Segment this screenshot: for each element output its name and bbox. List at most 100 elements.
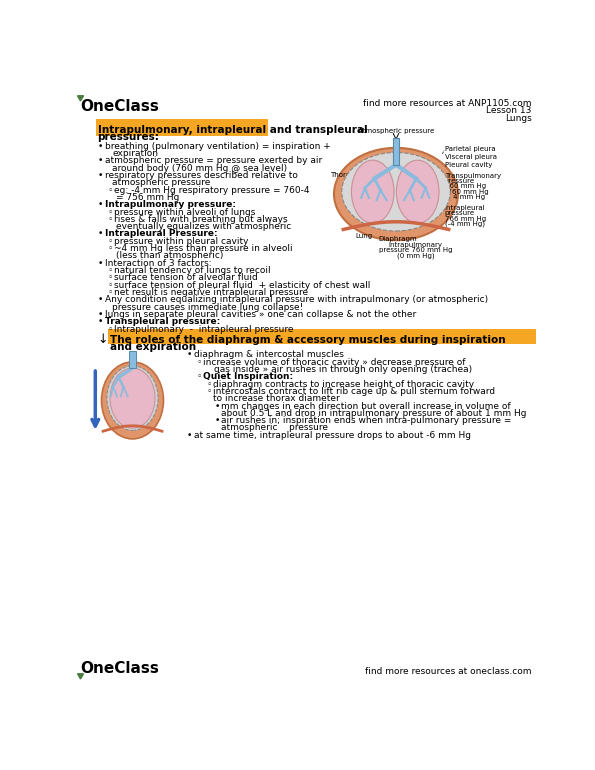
Ellipse shape [396,160,439,223]
Text: expiration: expiration [112,149,158,158]
Text: ◦: ◦ [108,207,113,216]
Text: Transpleural pressure:: Transpleural pressure: [105,317,221,326]
Text: at same time, intrapleural pressure drops to about -6 mm Hg: at same time, intrapleural pressure drop… [195,430,471,440]
Text: (less than atmospheric): (less than atmospheric) [116,251,224,260]
Bar [393,138,399,165]
Text: ◦: ◦ [207,380,212,389]
Ellipse shape [110,368,155,428]
Text: •: • [98,259,103,268]
Text: Diaphragm: Diaphragm [378,236,417,242]
Text: ◦: ◦ [108,186,113,195]
Text: diaphragm contracts to increase height of thoracic cavity: diaphragm contracts to increase height o… [213,380,474,389]
Text: pressure: pressure [445,210,475,216]
Text: OneClass: OneClass [80,661,159,676]
Text: The roles of the diaphragm & accessory muscles during inspiration: The roles of the diaphragm & accessory m… [110,335,506,345]
Text: around body (760 mm Hg @ sea level): around body (760 mm Hg @ sea level) [112,164,287,172]
Text: diaphragm & intercostal muscles: diaphragm & intercostal muscles [195,350,345,360]
Text: eventually equalizes with atmospheric: eventually equalizes with atmospheric [116,222,292,231]
FancyBboxPatch shape [96,119,268,136]
Text: •: • [98,200,103,209]
Text: Lungs: Lungs [505,114,531,123]
Text: •: • [98,310,103,319]
Text: = 756 mm Hg: = 756 mm Hg [116,192,180,202]
Text: rises & falls with breathing but always: rises & falls with breathing but always [114,215,287,224]
Text: about 0.5 L and drop in intrapulmonary pressure of about 1 mm Hg: about 0.5 L and drop in intrapulmonary p… [221,409,527,418]
Text: find more resources at ANP1105.com: find more resources at ANP1105.com [363,99,531,108]
Text: pressure 760 mm Hg: pressure 760 mm Hg [378,247,452,253]
Text: Intrapulmonary pressure:: Intrapulmonary pressure: [105,200,236,209]
Text: •: • [187,350,192,360]
Text: Intrapulmonary, intrapleural and transpleural: Intrapulmonary, intrapleural and transpl… [98,125,367,135]
Text: Intrapleural Pressure:: Intrapleural Pressure: [105,229,218,239]
Text: •: • [98,171,103,180]
Text: 760 mm Hg: 760 mm Hg [445,183,486,189]
Ellipse shape [352,160,394,223]
Text: atmospheric pressure: atmospheric pressure [112,178,211,187]
Text: Lesson 13: Lesson 13 [486,106,531,115]
Text: find more resources at oneclass.com: find more resources at oneclass.com [365,667,531,676]
Text: ◦: ◦ [197,357,202,367]
Text: ◦: ◦ [108,244,113,253]
Text: pressure: pressure [445,178,475,184]
Text: •: • [215,416,220,425]
Text: ◦: ◦ [108,236,113,246]
Text: ~4 mm Hg less than pressure in alveoli: ~4 mm Hg less than pressure in alveoli [114,244,293,253]
Text: increase volume of thoracic cavity » decrease pressure of: increase volume of thoracic cavity » dec… [203,357,465,367]
Text: ◦: ◦ [108,325,113,333]
Text: pressures:: pressures: [98,132,159,142]
Text: breathing (pulmonary ventilation) = inspiration +: breathing (pulmonary ventilation) = insp… [105,142,331,151]
FancyBboxPatch shape [108,329,538,344]
Text: •: • [98,295,103,304]
Text: atmospheric pressure = pressure exerted by air: atmospheric pressure = pressure exerted … [105,156,322,166]
Text: respiratory pressures described relative to: respiratory pressures described relative… [105,171,298,180]
Text: pressure within alveoli of lungs: pressure within alveoli of lungs [114,207,255,216]
Text: ◦: ◦ [108,215,113,224]
Text: ◦: ◦ [108,273,113,283]
Ellipse shape [342,152,450,231]
Text: pressure within pleural cavity: pressure within pleural cavity [114,236,248,246]
Text: •: • [98,156,103,166]
Text: mm changes in each direction but overall increase in volume of: mm changes in each direction but overall… [221,401,511,410]
Text: gas inside » air rushes in through only opening (trachea): gas inside » air rushes in through only … [214,365,472,374]
Ellipse shape [107,366,158,430]
Text: Interaction of 3 factors:: Interaction of 3 factors: [105,259,212,268]
Text: Parietal pleura: Parietal pleura [445,146,496,152]
Text: Atmospheric pressure: Atmospheric pressure [358,128,434,134]
Text: Intrapleural: Intrapleural [445,205,486,211]
Text: ↓: ↓ [98,333,108,347]
Text: Any condition equalizing intrapleural pressure with intrapulmonary (or atmospher: Any condition equalizing intrapleural pr… [105,295,488,304]
Text: 766 mm Hg: 766 mm Hg [445,216,486,222]
Text: Pleural cavity: Pleural cavity [445,162,492,168]
Text: ~ 4 mm Hg: ~ 4 mm Hg [445,194,485,200]
Text: eg: -4 mm Hg respiratory pressure = 760-4: eg: -4 mm Hg respiratory pressure = 760-… [114,186,309,195]
Text: Visceral pleura: Visceral pleura [445,154,497,160]
Text: Lung: Lung [355,233,372,239]
Text: pressure causes immediate lung collapse!: pressure causes immediate lung collapse! [112,303,303,312]
Text: •: • [98,142,103,151]
Text: •: • [187,430,192,440]
Text: and expiration: and expiration [110,342,196,352]
Text: Thoracic wall: Thoracic wall [330,172,376,178]
Text: Quiet Inspiration:: Quiet Inspiration: [203,372,293,381]
Text: OneClass: OneClass [80,99,159,113]
Text: surface tension of alveolar fluid: surface tension of alveolar fluid [114,273,258,283]
Text: •: • [215,401,220,410]
Text: natural tendency of lungs to recoil: natural tendency of lungs to recoil [114,266,271,275]
Text: ◦: ◦ [108,280,113,290]
Text: Intrapulmonary  -  intrapleural pressure: Intrapulmonary - intrapleural pressure [114,325,293,333]
Bar [129,351,136,368]
Text: ◦: ◦ [108,288,113,297]
Text: •: • [98,317,103,326]
Text: ◦: ◦ [207,387,212,396]
Ellipse shape [334,148,458,240]
Text: net result is negative intrapleural pressure: net result is negative intrapleural pres… [114,288,308,297]
Text: (0 mm Hg): (0 mm Hg) [396,253,434,259]
Text: to increase thorax diameter: to increase thorax diameter [213,394,340,403]
Text: ◦: ◦ [197,372,202,381]
Text: Transpulmonary: Transpulmonary [445,172,501,179]
Text: Intrapulmonary: Intrapulmonary [389,242,442,248]
Text: atmospheric    pressure: atmospheric pressure [221,424,328,433]
Text: -760 mm Hg: -760 mm Hg [445,189,488,195]
Text: lungs in separate pleural cavities » one can collapse & not the other: lungs in separate pleural cavities » one… [105,310,416,319]
Text: intercostals contract to lift rib cage up & pull sternum forward: intercostals contract to lift rib cage u… [213,387,495,396]
